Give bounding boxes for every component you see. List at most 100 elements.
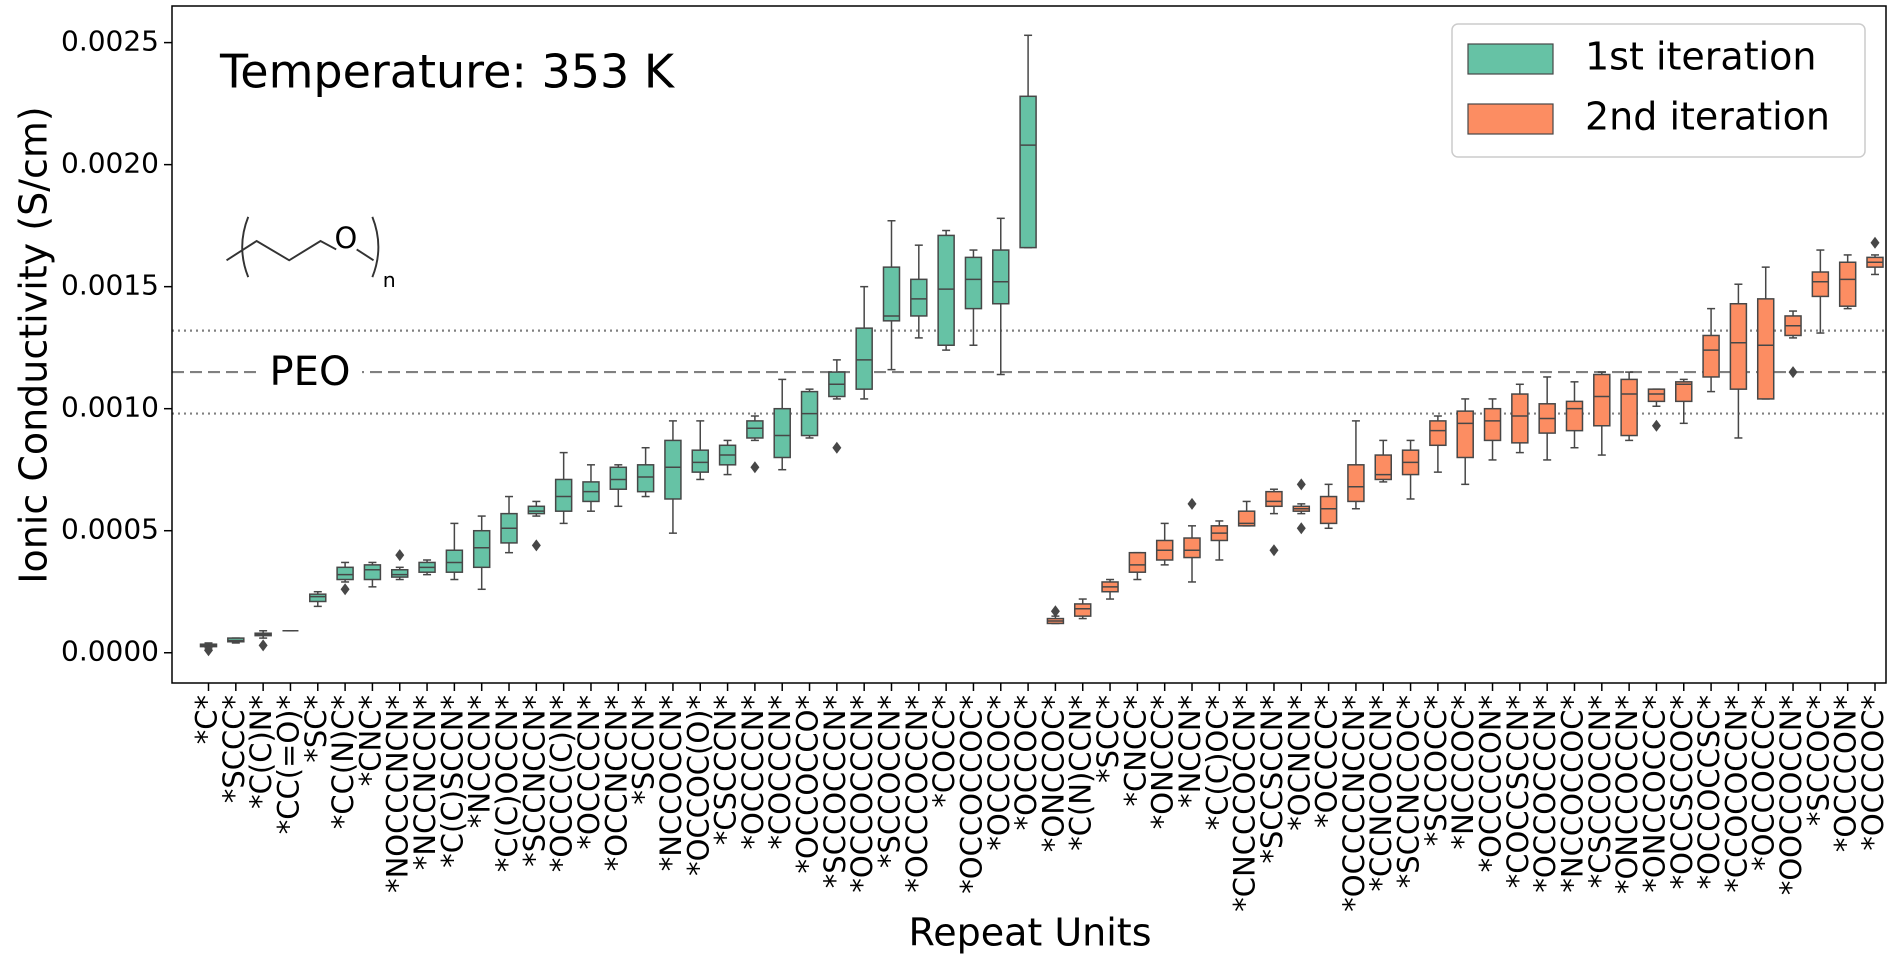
- x-tick-label: *OCCCCN*: [736, 695, 770, 850]
- box: [1319, 495, 1338, 525]
- box: [1756, 298, 1775, 400]
- box: [527, 505, 546, 515]
- x-tick-label: *CC(N)C*: [326, 695, 360, 829]
- x-tick-label: *NCCCOC*: [1446, 695, 1480, 850]
- x-tick-label: *SCCOCCCN*: [818, 695, 852, 888]
- box: [1729, 302, 1748, 390]
- x-axis-label: Repeat Units: [909, 911, 1152, 955]
- box: [1237, 510, 1256, 527]
- x-tick-label: *C(C)OC*: [1200, 695, 1234, 830]
- x-tick-label: *CNCC*: [1118, 695, 1152, 806]
- box: [1702, 334, 1720, 378]
- box: [1456, 410, 1474, 459]
- outlier: [204, 644, 213, 657]
- legend-label: 2nd iteration: [1585, 95, 1830, 139]
- x-tick-label: *OCCOCCO*: [791, 695, 825, 873]
- reference-label-bg: [258, 348, 362, 397]
- box: [773, 407, 791, 459]
- outlier: [531, 539, 541, 552]
- x-tick-label: *COCCCN*: [763, 695, 797, 850]
- x-tick-label: *OCCCOCCN*: [900, 695, 934, 893]
- legend-frame: [1451, 23, 1866, 158]
- plot-frame: [171, 5, 1887, 684]
- legend-label: 1st iteration: [1585, 35, 1817, 79]
- outlier: [1050, 605, 1060, 618]
- box: [1647, 388, 1666, 403]
- x-tick-label: *OCCC(C)N*: [545, 695, 579, 872]
- structure-atom: O: [334, 221, 357, 255]
- x-tick-label: *SCCNCCN*: [517, 695, 551, 867]
- x-tick-label: *OCCCC*: [1310, 695, 1344, 828]
- x-tick-label: *SCCC*: [217, 695, 251, 803]
- box: [336, 566, 354, 581]
- y-tick-label: 0.0000: [61, 635, 159, 668]
- outlier: [1187, 497, 1197, 510]
- x-tick-label: *NOCCCNCN*: [381, 695, 415, 893]
- x-tick-label: *NCCOCCOC*: [1555, 695, 1589, 893]
- box: [1511, 393, 1529, 444]
- x-tick-label: *ONCCOC*: [1036, 695, 1070, 852]
- box: [1675, 381, 1693, 403]
- x-tick-label: *CSCCCN*: [709, 695, 743, 845]
- x-tick-label: *C(C)OCCN*: [490, 695, 524, 872]
- box: [855, 327, 873, 390]
- x-tick-label: *NCCCN*: [463, 695, 497, 828]
- plot-area: PEO: [172, 34, 1886, 657]
- outlier: [340, 583, 350, 596]
- x-tick-label: *OCCOC(O)*: [681, 695, 715, 876]
- x-tick-label: *C(N)CCN*: [1064, 695, 1098, 851]
- chart-title: Temperature: 353 K: [219, 45, 676, 99]
- x-tick-label: *OCCCCNCCN*: [1337, 695, 1371, 912]
- box: [1128, 551, 1147, 573]
- x-tick-label: *COCCSCCN*: [1501, 695, 1535, 888]
- x-tick-label: *OCCOCCSC*: [1692, 695, 1726, 889]
- x-tick-label: *OCCSCCOC*: [1665, 695, 1699, 889]
- x-tick-label: *OCCOCCCN*: [1528, 695, 1562, 893]
- outlier: [1651, 419, 1661, 432]
- x-tick-label: *NCCN*: [1173, 695, 1207, 808]
- x-tick-label: *ONCCOCCC*: [1637, 695, 1671, 893]
- structure-subscript: n: [383, 268, 396, 292]
- x-tick-label: *C(C)N*: [244, 695, 278, 809]
- y-axis-label: Ionic Conductivity (S/cm): [12, 106, 56, 584]
- reference-label: PEO: [270, 349, 351, 395]
- x-tick-label: *OCCOCCOC*: [954, 695, 988, 894]
- x-tick-label: *OCCCCN*: [572, 695, 606, 850]
- x-tick-label: *ONCCOCCN*: [1610, 695, 1644, 894]
- outlier: [395, 549, 405, 562]
- bracket-left: [241, 216, 250, 278]
- x-tick-label: *OCCNCCN*: [599, 695, 633, 871]
- x-tick-label: *ONCCC*: [1146, 695, 1180, 829]
- x-tick-label: *CNC*: [353, 695, 387, 786]
- y-tick-label: 0.0010: [61, 391, 159, 424]
- box: [390, 569, 409, 578]
- x-tick-label: *OOCCOCCN*: [1774, 695, 1808, 895]
- outlier: [832, 441, 842, 454]
- box: [1483, 407, 1502, 442]
- legend-swatch: [1467, 103, 1554, 135]
- x-tick-label: *SCCOCC*: [1419, 695, 1453, 846]
- chain-bond: [356, 248, 375, 262]
- x-tick-label: *SC*: [299, 695, 333, 763]
- box: [1019, 95, 1037, 249]
- box: [1347, 464, 1365, 503]
- box: [691, 449, 710, 473]
- box: [1073, 603, 1092, 617]
- box: [910, 278, 928, 317]
- y-tick-label: 0.0015: [61, 269, 159, 302]
- box: [1593, 373, 1611, 427]
- outlier: [1296, 522, 1306, 535]
- y-tick-label: 0.0005: [61, 513, 159, 546]
- box: [554, 478, 573, 512]
- box: [937, 234, 955, 346]
- box: [445, 549, 464, 573]
- x-tick-label: *C*: [190, 695, 224, 744]
- x-tick-label: *COCC*: [927, 695, 961, 808]
- x-tick-label: *OCNCN*: [1282, 695, 1316, 831]
- x-tick-label: *SCCNCCOC*: [1392, 695, 1426, 888]
- box: [609, 466, 628, 490]
- box: [964, 256, 983, 310]
- box: [636, 464, 655, 493]
- outlier: [258, 639, 268, 652]
